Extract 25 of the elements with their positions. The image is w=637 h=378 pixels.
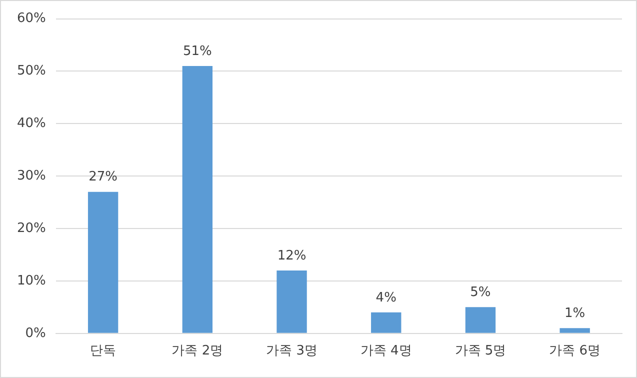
bar [182,66,213,333]
bar [560,328,590,333]
y-tick-label: 50% [16,64,46,79]
y-tick-label: 30% [16,168,46,184]
data-label: 12% [277,248,306,264]
y-tick-label: 40% [16,116,46,132]
x-tick-label: 가족 4명 [360,344,412,359]
x-tick-label: 가족 2명 [172,344,224,359]
x-tick-label: 단독 [90,344,116,359]
x-tick-label: 가족 5명 [454,344,506,359]
bar [371,312,402,333]
data-label: 27% [88,170,118,185]
data-label: 4% [376,290,396,306]
y-tick-label: 60% [16,11,46,26]
data-label: 1% [564,306,586,322]
y-tick-label: 10% [16,273,46,288]
data-label: 5% [470,285,491,300]
y-tick-label: 20% [16,220,46,236]
bar [465,307,496,333]
x-tick-label: 가족 3명 [266,344,318,359]
bar [276,270,307,333]
y-tick-label: 0% [25,326,46,341]
x-tick-label: 가족 6명 [549,344,601,359]
bar [88,192,118,333]
data-label: 51% [182,44,212,59]
